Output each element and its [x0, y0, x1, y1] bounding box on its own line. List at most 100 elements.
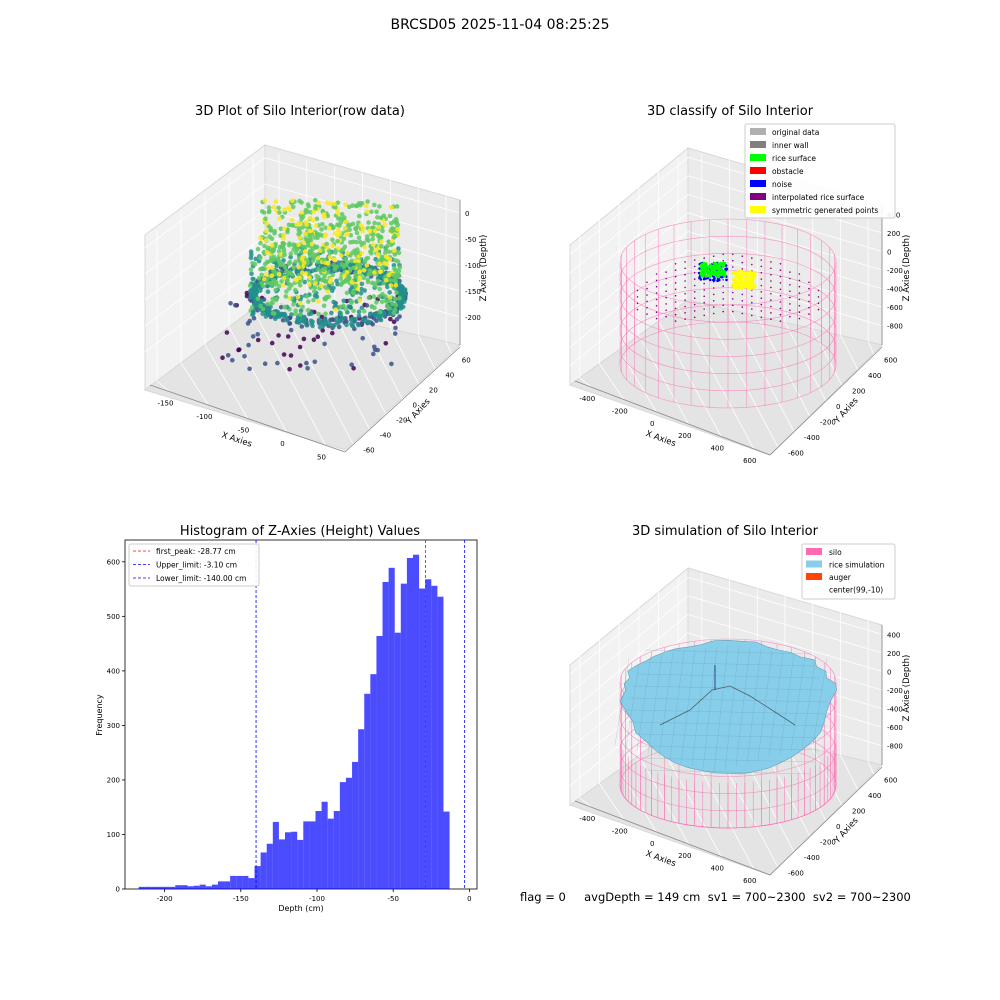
interpolated-point	[798, 317, 801, 320]
y-tick-label: -400	[804, 854, 820, 862]
grid-line	[658, 321, 722, 437]
interpolated-point	[693, 303, 696, 306]
histogram-bar	[150, 886, 157, 889]
scatter-point	[264, 221, 269, 226]
interpolated-point	[693, 265, 696, 268]
scatter-point	[351, 265, 356, 271]
scatter-point	[372, 202, 377, 208]
scatter-point	[388, 295, 393, 300]
scatter-point	[384, 243, 390, 249]
scatter-point	[389, 238, 395, 244]
p4-legend: silo rice simulation auger center(99,-10)	[801, 543, 896, 600]
scatter-point	[376, 224, 382, 230]
x-tick-label: -200	[612, 828, 628, 836]
grid-line	[569, 249, 883, 348]
scatter-point	[324, 245, 330, 251]
scatter-point	[337, 231, 343, 236]
x-tick-label: 600	[743, 457, 756, 465]
scatter-point	[322, 234, 328, 239]
interpolated-point	[684, 293, 686, 295]
grid-line	[204, 344, 248, 419]
scatter-point	[237, 347, 242, 352]
interpolated-point	[798, 298, 801, 301]
grid-line	[756, 315, 811, 417]
interpolated-point	[703, 308, 705, 310]
scatter-point	[276, 205, 281, 211]
scatter-point	[289, 312, 294, 317]
scatter-point	[329, 310, 334, 316]
legend-label: obstacle	[772, 167, 804, 176]
scatter-point	[394, 219, 400, 225]
scatter-point	[356, 322, 361, 328]
scatter-point	[299, 257, 305, 262]
histogram-bar	[157, 886, 164, 889]
scatter-point	[281, 241, 287, 247]
scatter-point	[365, 199, 370, 204]
scatter-point	[385, 284, 390, 290]
scatter-point	[277, 210, 282, 215]
rice-surface-point	[703, 269, 707, 273]
histogram-bar	[382, 581, 389, 889]
histogram-bar	[163, 886, 170, 889]
interpolated-point	[722, 253, 724, 256]
rice-surface-point	[714, 275, 718, 278]
interpolated-point	[674, 263, 677, 265]
scatter-point	[298, 308, 304, 314]
scatter-point	[305, 307, 311, 313]
scatter-point	[277, 216, 282, 221]
scatter-point	[256, 276, 262, 281]
p3-legend: first_peak: -28.77 cm Upper_limit: -3.10 …	[128, 543, 260, 587]
interpolated-point	[789, 277, 791, 280]
scatter-point	[260, 311, 266, 317]
scatter-point	[242, 353, 247, 359]
grid-line	[569, 576, 883, 675]
scatter-point	[365, 255, 371, 261]
scatter-point	[393, 282, 399, 288]
interpolated-point	[674, 275, 677, 278]
interpolated-point	[760, 303, 763, 306]
scatter-point	[319, 227, 324, 232]
legend-label: noise	[772, 180, 792, 189]
z-tick-label: -150	[465, 288, 481, 296]
rice-surface-point	[702, 262, 706, 266]
scatter-point	[365, 279, 371, 285]
surface-mesh	[691, 647, 707, 767]
interpolated-point	[703, 282, 705, 285]
histogram-bar	[394, 632, 401, 889]
p1-y-axis-label: Y Axies	[404, 396, 433, 427]
scatter-point	[287, 241, 292, 246]
scatter-point	[298, 312, 303, 317]
scatter-point	[255, 296, 261, 302]
scatter-point	[362, 244, 368, 250]
scatter-point	[289, 283, 294, 288]
scatter-point	[343, 219, 349, 224]
scatter-point	[379, 255, 385, 260]
scatter-point	[280, 283, 286, 288]
scatter-point	[359, 201, 365, 206]
scatter-point	[397, 299, 403, 305]
scatter-point	[338, 220, 344, 225]
grid-line	[445, 341, 453, 355]
scatter-point	[278, 304, 284, 310]
rice-surface-point	[704, 265, 708, 269]
p1-y-axis-line	[344, 346, 461, 453]
p2-x-axis-label: X Axies	[644, 429, 677, 449]
scatter-point	[305, 366, 310, 371]
p4-z-axis-label: Z Axies (Depth)	[902, 655, 912, 722]
histogram-bar	[425, 579, 432, 889]
interpolated-point	[732, 304, 734, 307]
scatter-point	[314, 231, 320, 237]
grid-line	[569, 212, 883, 311]
scatter-point	[311, 209, 317, 215]
interpolated-point	[684, 261, 686, 263]
scatter-point	[248, 267, 254, 272]
p4-x-axis-line	[574, 800, 771, 876]
interpolated-point	[760, 265, 763, 268]
interpolated-point	[674, 269, 677, 272]
scatter-point	[380, 228, 385, 234]
scatter-point	[253, 256, 258, 262]
y-tick-label: -20	[396, 417, 407, 425]
grid-line	[390, 328, 420, 385]
scatter-point	[281, 352, 287, 357]
y-tick-label: 0	[836, 403, 840, 411]
